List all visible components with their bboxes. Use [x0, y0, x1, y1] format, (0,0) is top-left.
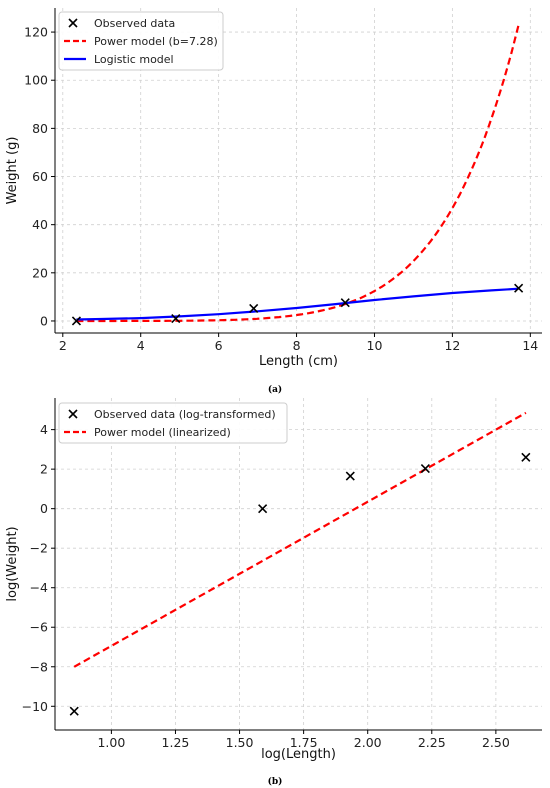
y-tick-label: −6: [30, 620, 48, 635]
series-line-1: [76, 24, 520, 323]
y-tick-label: 40: [32, 217, 48, 232]
data-point: [340, 298, 350, 308]
x-tick-label: 6: [215, 338, 223, 353]
legend-label: Logistic model: [94, 53, 174, 66]
legend-label: Observed data: [94, 17, 175, 30]
data-point: [345, 471, 355, 481]
legend: Observed data (log-transformed) Power mod…: [58, 402, 288, 444]
data-point: [69, 706, 79, 716]
panel-a-caption: (a): [268, 384, 282, 395]
y-tick-label: 60: [32, 169, 48, 184]
x-tick-label: 2.00: [354, 735, 382, 750]
panel-b-caption: (b): [268, 776, 283, 787]
x-tick-label: 14: [522, 338, 538, 353]
x-tick-label: 2.25: [418, 735, 446, 750]
data-point: [521, 452, 531, 462]
legend-marker: [68, 409, 78, 419]
data-point: [71, 316, 81, 326]
x-tick-label: 12: [444, 338, 460, 353]
y-tick-label: 20: [32, 265, 48, 280]
y-tick-label: −2: [30, 541, 48, 556]
data-point: [258, 504, 268, 514]
x-tick-label: 4: [137, 338, 145, 353]
legend: Observed data Power model (b=7.28) Logisti…: [58, 11, 224, 71]
y-tick-label: −8: [30, 659, 48, 674]
y-tick-label: 120: [24, 25, 48, 40]
legend-label: Observed data (log-transformed): [94, 408, 276, 421]
y-tick-label: −10: [22, 699, 48, 714]
y-tick-label: 4: [40, 422, 48, 437]
x-tick-label: 1.50: [226, 735, 254, 750]
y-tick-label: 0: [40, 501, 48, 516]
y-axis-label: Weight (g): [5, 137, 20, 205]
legend-box: [58, 11, 224, 71]
data-point: [249, 303, 259, 314]
panel-a-chart: 2 4 6 8 10 12 14 0 20 40 60 80 100 120 Length (cm) Weig…: [5, 8, 542, 369]
legend-label: Power model (b=7.28): [94, 35, 218, 48]
x-tick-label: 2.50: [482, 735, 510, 750]
x-tick-label: 1.00: [97, 735, 125, 750]
y-axis-label: log(Weight): [5, 526, 20, 601]
y-tick-label: −4: [30, 580, 48, 595]
panel-b-chart: 1.00 1.25 1.50 1.75 2.00 2.25 2.50 −10 −8 −6 −4 −2 0…: [5, 398, 542, 762]
data-point: [171, 313, 181, 324]
legend-box: [58, 402, 288, 444]
x-tick-label: 10: [367, 338, 383, 353]
x-axis-label: log(Length): [261, 747, 336, 762]
x-tick-label: 8: [293, 338, 301, 353]
x-tick-label: 1.75: [290, 735, 318, 750]
legend-marker: [68, 18, 78, 28]
series-line-2: [76, 287, 519, 321]
x-axis-label: Length (cm): [259, 354, 338, 369]
y-tick-label: 0: [40, 313, 48, 328]
legend-label: Power model (linearized): [94, 426, 231, 439]
series-line-1: [73, 411, 527, 668]
x-tick-label: 2: [59, 338, 67, 353]
x-tick-label: 1.25: [162, 735, 190, 750]
data-point: [420, 463, 430, 474]
y-tick-label: 100: [24, 73, 48, 88]
y-tick-label: 80: [32, 121, 48, 136]
data-point: [514, 283, 524, 293]
y-tick-label: 2: [40, 462, 48, 477]
